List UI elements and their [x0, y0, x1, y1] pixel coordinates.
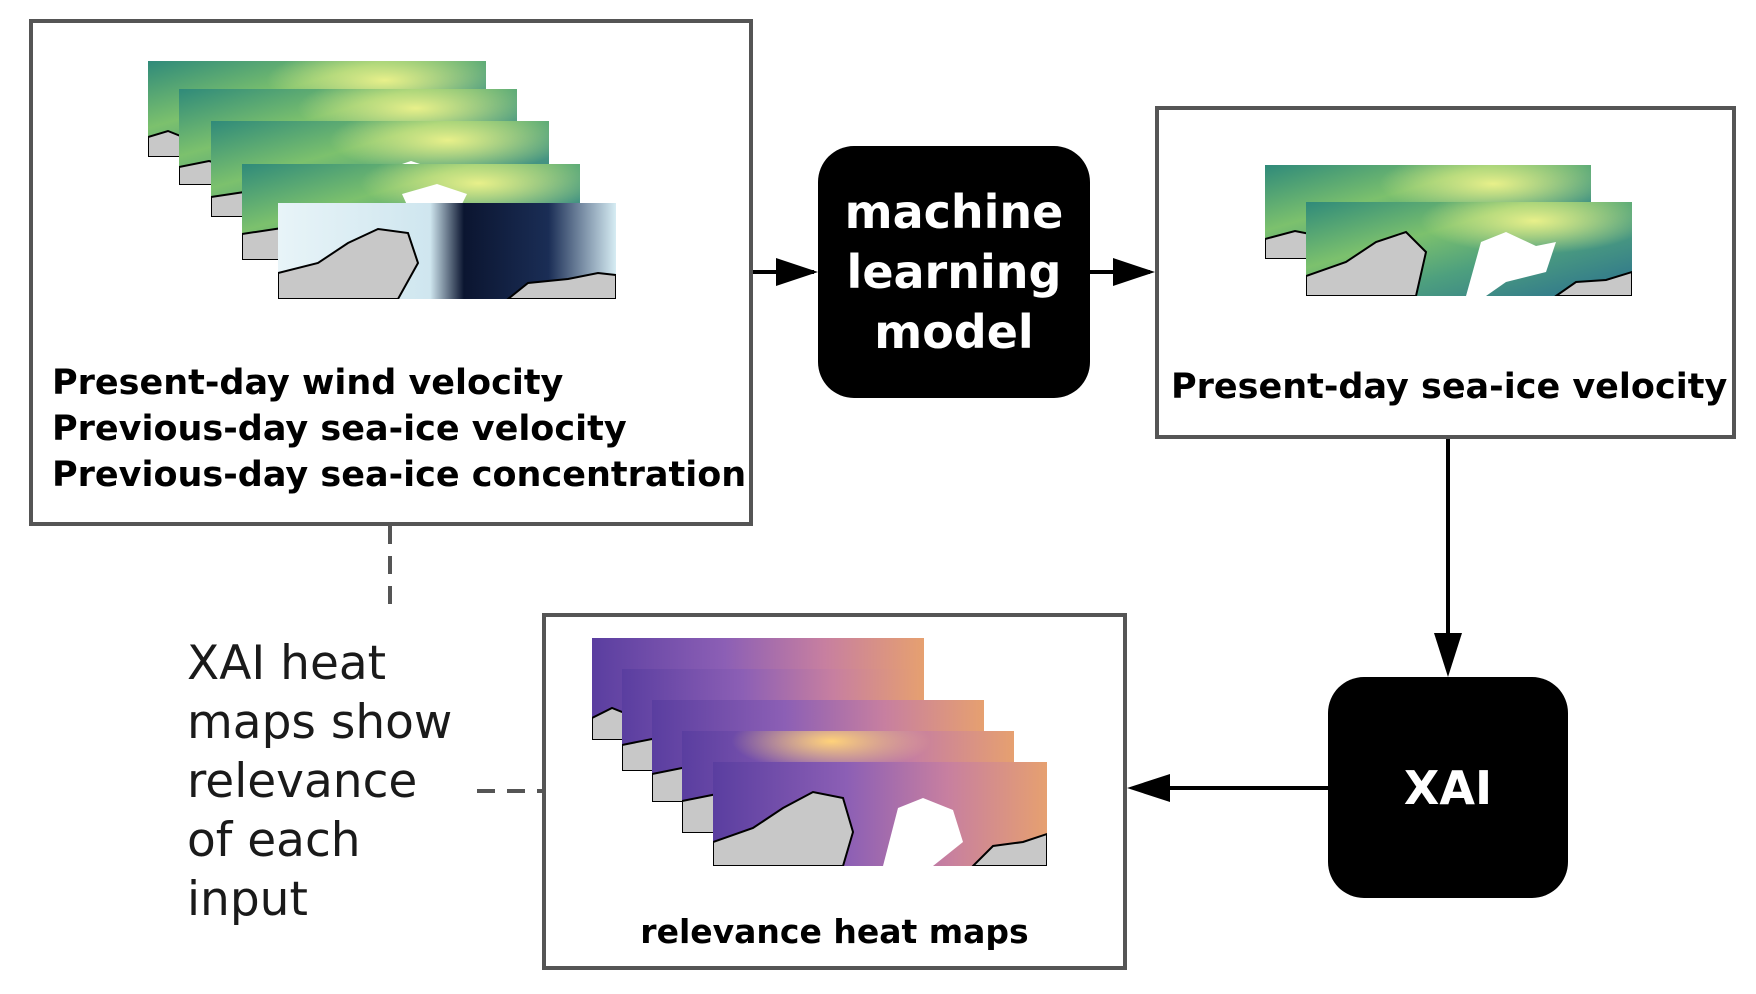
xai-label: XAI: [1403, 760, 1493, 815]
annotation-line-5: input: [187, 872, 308, 927]
arrow-output-to-xai-head: [1434, 633, 1462, 677]
model-label-line-2: learning: [846, 245, 1062, 299]
model-label-line-1: machine: [844, 185, 1064, 239]
input-label-ice-concentration: Previous-day sea-ice concentration: [52, 455, 747, 495]
arrow-input-to-model-head: [776, 258, 818, 286]
ice-concentration-map: [277, 203, 617, 304]
output-label: Present-day sea-ice velocity: [1171, 367, 1728, 407]
annotation-line-1: XAI heat: [187, 636, 387, 691]
machine-learning-model-block: machine learning model: [818, 146, 1090, 398]
annotation-line-2: maps show: [187, 695, 453, 750]
model-label-line-3: model: [874, 305, 1034, 359]
arrow-model-to-output-head: [1113, 258, 1155, 286]
annotation-line-4: of each: [187, 813, 361, 868]
input-label-ice-velocity: Previous-day sea-ice velocity: [52, 409, 627, 449]
arrow-xai-to-relevance-head: [1127, 774, 1170, 802]
input-label-wind: Present-day wind velocity: [52, 363, 564, 403]
annotation-text: XAI heat maps show relevance of each inp…: [187, 634, 452, 929]
annotation-line-3: relevance: [187, 754, 418, 809]
relevance-label: relevance heat maps: [640, 912, 1029, 951]
relevance-map-5: [712, 762, 1048, 871]
output-ice-velocity-map-2: [1305, 202, 1633, 301]
xai-block: XAI: [1328, 677, 1568, 898]
